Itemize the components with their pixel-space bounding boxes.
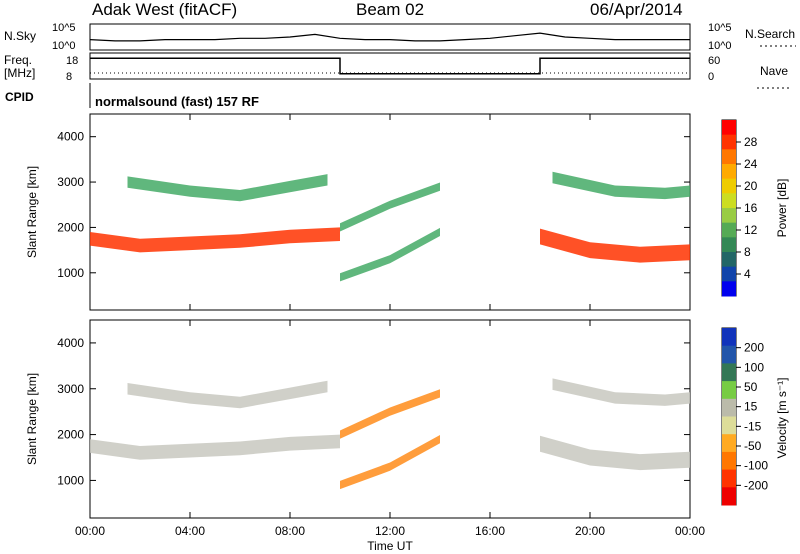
y-tick-label: 3000: [57, 382, 84, 396]
x-tick-label: 00:00: [75, 524, 105, 538]
velocity-echo-band: [340, 389, 440, 439]
velocity-ylabel: Slant Range [km]: [25, 373, 39, 465]
x-tick-label: 08:00: [275, 524, 305, 538]
velocity-colorbar-title: Velocity [m s⁻¹]: [775, 377, 789, 458]
site-title: Adak West (fitACF): [92, 0, 238, 19]
power-colorbar-swatch: [722, 208, 736, 224]
velocity-colorbar-tick-label: 15: [744, 400, 758, 414]
velocity-colorbar-swatch: [722, 451, 736, 471]
freq-tick-bottom: 8: [66, 71, 72, 83]
velocity-echo-band: [540, 435, 690, 471]
date-title: 06/Apr/2014: [590, 0, 683, 19]
cpid-value: normalsound (fast) 157 RF: [95, 94, 259, 109]
power-colorbar-tick-label: 28: [744, 135, 758, 149]
freq-panel-frame: [89, 52, 691, 80]
freq-series-line: [90, 57, 690, 75]
power-colorbar-swatch: [722, 149, 736, 165]
velocity-panel-frame: [89, 319, 691, 519]
velocity-colorbar-swatch: [722, 328, 736, 347]
velocity-echo-band: [90, 434, 340, 460]
freq-label-line2: [MHz]: [4, 66, 35, 80]
power-colorbar-swatch: [722, 193, 736, 209]
beam-title: Beam 02: [356, 0, 425, 19]
x-tick-label: 00:00: [675, 524, 705, 538]
power-colorbar-swatch: [722, 178, 736, 194]
power-colorbar-swatch: [722, 222, 736, 238]
velocity-colorbar-swatch: [722, 363, 736, 382]
power-echo-band: [90, 227, 340, 253]
velocity-colorbar-swatch: [722, 381, 736, 400]
velocity-colorbar-swatch: [722, 434, 736, 453]
velocity-colorbar-tick-label: -15: [744, 419, 762, 433]
power-colorbar-swatch: [722, 252, 736, 268]
nave-tick-bottom: 0: [708, 71, 714, 83]
nsearch-label: N.Search: [745, 27, 795, 41]
power-colorbar-swatch: [722, 134, 736, 150]
nsky-series-line: [89, 32, 690, 42]
freq-tick-top: 18: [66, 55, 78, 67]
power-colorbar-tick-label: 8: [744, 245, 751, 259]
velocity-echo-band: [552, 378, 690, 406]
power-colorbar-tick-label: 24: [744, 157, 758, 171]
y-tick-label: 4000: [57, 130, 84, 144]
power-echo-band: [340, 182, 440, 232]
velocity-echo-band: [127, 380, 328, 409]
nsearch-tick-bottom: 10^0: [708, 40, 732, 52]
nsky-label: N.Sky: [4, 29, 36, 43]
velocity-colorbar-tick-label: 50: [744, 380, 758, 394]
nsky-tick-bottom: 10^0: [52, 40, 76, 52]
nsearch-tick-top: 10^5: [708, 22, 732, 34]
nsky-panel-frame: [89, 23, 691, 51]
velocity-colorbar-swatch: [722, 345, 736, 364]
power-colorbar-tick-label: 20: [744, 179, 758, 193]
y-tick-label: 2000: [57, 220, 84, 234]
x-axis-label: Time UT: [367, 539, 413, 553]
power-colorbar-tick-label: 4: [744, 267, 751, 281]
nave-tick-top: 60: [708, 55, 720, 67]
power-colorbar-swatch: [722, 281, 736, 297]
velocity-colorbar-tick-label: 200: [744, 341, 764, 355]
power-colorbar-swatch: [722, 164, 736, 180]
data-group: [89, 32, 736, 506]
power-colorbar-tick-label: 12: [744, 223, 758, 237]
power-echo-band: [340, 227, 440, 282]
velocity-colorbar-swatch: [722, 469, 736, 488]
velocity-colorbar-swatch: [722, 487, 736, 506]
y-tick-label: 1000: [57, 473, 84, 487]
power-colorbar-swatch: [722, 266, 736, 282]
power-echo-band: [127, 174, 328, 202]
x-tick-label: 20:00: [575, 524, 605, 538]
y-tick-label: 4000: [57, 336, 84, 350]
power-echo-band: [552, 171, 690, 200]
velocity-colorbar-swatch: [722, 416, 736, 435]
velocity-colorbar-tick-label: 100: [744, 360, 764, 374]
power-colorbar-title: Power [dB]: [775, 179, 789, 238]
velocity-colorbar-tick-label: -100: [744, 459, 768, 473]
y-tick-label: 2000: [57, 428, 84, 442]
axes-group: [89, 23, 796, 519]
x-tick-label: 16:00: [475, 524, 505, 538]
power-ylabel: Slant Range [km]: [25, 166, 39, 258]
power-colorbar-swatch: [722, 120, 736, 136]
velocity-echo-band: [340, 435, 440, 490]
velocity-colorbar-tick-label: -50: [744, 439, 762, 453]
cpid-label: CPID: [5, 90, 34, 104]
power-colorbar-tick-label: 16: [744, 201, 758, 215]
power-colorbar-swatch: [722, 237, 736, 253]
velocity-colorbar-tick-label: -200: [744, 478, 768, 492]
power-panel-frame: [89, 113, 691, 311]
text-group: N.Sky 10^5 10^0 10^5 10^0 N.Search Freq.[MHz] 1…: [4, 22, 795, 553]
y-tick-label: 3000: [57, 175, 84, 189]
nsky-tick-top: 10^5: [52, 22, 76, 34]
x-tick-label: 04:00: [175, 524, 205, 538]
nave-label: Nave: [760, 64, 788, 78]
power-echo-band: [540, 228, 690, 263]
y-tick-label: 1000: [57, 266, 84, 280]
freq-label-line1: Freq.: [4, 53, 32, 67]
x-tick-label: 12:00: [375, 524, 405, 538]
velocity-colorbar-swatch: [722, 398, 736, 417]
